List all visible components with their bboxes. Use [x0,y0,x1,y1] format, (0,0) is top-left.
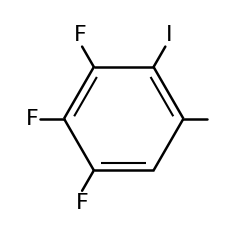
Text: F: F [26,109,39,129]
Text: F: F [76,192,88,213]
Text: F: F [74,25,87,45]
Text: I: I [166,25,172,45]
